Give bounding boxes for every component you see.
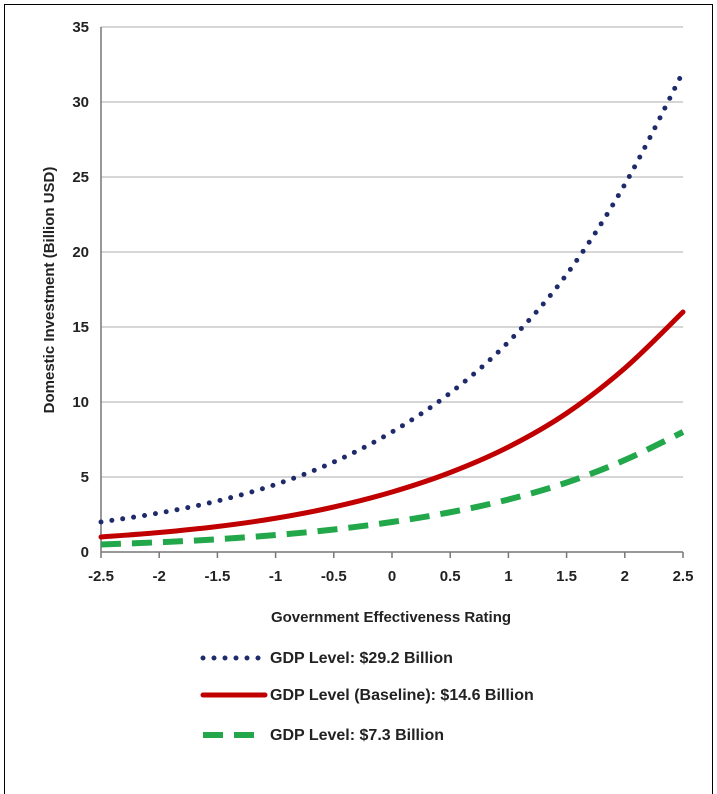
y-tick-labels: 0 5 10 15 20 25 30 35 bbox=[72, 19, 89, 561]
chart-canvas: 0 5 10 15 20 25 30 35 -2.5 -2 -1.5 -1 -0.5 0 0.5 1 1.5 2… bbox=[41, 19, 693, 744]
legend-label: GDP Level (Baseline): $14.6 Billion bbox=[270, 687, 534, 704]
x-tick-label: 2.5 bbox=[673, 568, 694, 585]
gridlines bbox=[101, 26, 683, 478]
y-tick-label: 20 bbox=[72, 244, 89, 261]
y-tick-label: 10 bbox=[72, 394, 89, 411]
x-tick-label: -1 bbox=[269, 568, 282, 585]
x-tick-label: -1.5 bbox=[204, 568, 230, 585]
series-line-7-3-billion bbox=[100, 429, 685, 548]
x-axis-title: Government Effectiveness Rating bbox=[271, 609, 511, 626]
series-lines bbox=[98, 69, 686, 548]
x-tick-label: -2.5 bbox=[88, 568, 114, 585]
x-tick-label: -2 bbox=[153, 568, 166, 585]
y-tick-label: 15 bbox=[72, 319, 89, 336]
series-line-baseline bbox=[98, 309, 686, 540]
y-axis-title: Domestic Investment (Billion USD) bbox=[41, 167, 58, 414]
axes bbox=[100, 27, 684, 558]
legend-label: GDP Level: $29.2 Billion bbox=[270, 650, 453, 667]
y-tick-label: 25 bbox=[72, 169, 89, 186]
x-tick-label: 1.5 bbox=[556, 568, 577, 585]
legend: GDP Level: $29.2 Billion GDP Level (Basel… bbox=[200, 650, 534, 744]
y-tick-label: 30 bbox=[72, 94, 89, 111]
y-tick-label: 35 bbox=[72, 19, 89, 36]
series-line-29-2-billion bbox=[98, 69, 686, 525]
legend-label: GDP Level: $7.3 Billion bbox=[270, 727, 444, 744]
y-tick-label: 5 bbox=[81, 469, 89, 486]
x-tick-label: -0.5 bbox=[321, 568, 347, 585]
x-tick-label: 2 bbox=[621, 568, 629, 585]
x-tick-label: 1 bbox=[504, 568, 512, 585]
x-tick-label: 0.5 bbox=[440, 568, 461, 585]
x-tick-labels: -2.5 -2 -1.5 -1 -0.5 0 0.5 1 1.5 2 2.5 bbox=[88, 568, 693, 585]
x-tick-label: 0 bbox=[388, 568, 396, 585]
y-tick-label: 0 bbox=[81, 544, 89, 561]
chart-frame bbox=[4, 4, 713, 794]
